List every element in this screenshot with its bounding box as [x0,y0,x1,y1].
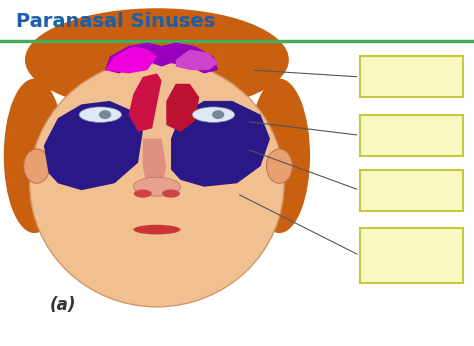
Bar [359,170,463,211]
Ellipse shape [24,149,50,183]
Polygon shape [143,139,166,194]
Polygon shape [176,49,218,70]
Ellipse shape [133,177,181,196]
Text: Paranasal Sinuses: Paranasal Sinuses [16,12,215,31]
Ellipse shape [79,107,121,122]
Ellipse shape [192,107,235,122]
Ellipse shape [162,190,180,198]
Polygon shape [171,101,270,187]
Circle shape [99,110,111,119]
Polygon shape [44,101,143,190]
Ellipse shape [133,225,181,235]
Bar [359,115,463,156]
Text: (a): (a) [49,296,76,314]
Ellipse shape [249,79,310,233]
Bar [359,56,463,98]
Polygon shape [166,84,199,132]
Polygon shape [128,73,162,132]
Polygon shape [105,46,157,73]
Polygon shape [105,43,218,73]
Ellipse shape [266,149,292,183]
Ellipse shape [25,8,289,111]
Ellipse shape [30,60,284,307]
Ellipse shape [4,79,65,233]
Ellipse shape [134,190,152,198]
Circle shape [212,110,224,119]
Bar [359,228,463,283]
